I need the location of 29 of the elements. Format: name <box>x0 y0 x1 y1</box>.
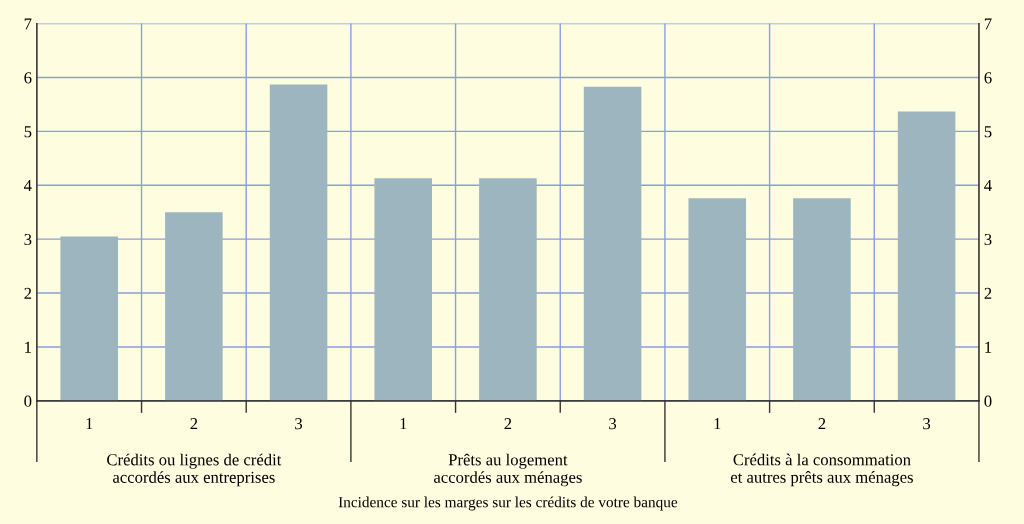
text: Crédits à la consommation et autres prêts aux ménages <box>730 453 913 487</box>
y2-tick-label: 0 <box>984 395 992 407</box>
y-tick-label: 6 <box>24 72 32 84</box>
y-tick-label: 1 <box>25 341 31 353</box>
y2-tick-label: 7 <box>984 18 992 30</box>
y-tick-label: 2 <box>24 287 32 299</box>
y2-tick-label: 6 <box>984 72 992 84</box>
text: Crédits ou lignes de crédit accordés aux entreprises <box>107 453 282 487</box>
x-tick-label: 3 <box>609 418 617 430</box>
y-tick-label: 5 <box>24 126 32 138</box>
x-axis-title: Incidence sur les marges sur les crédits de votre banque <box>338 496 678 511</box>
y2-tick-label: 1 <box>985 341 992 353</box>
y2-tick-label: 2 <box>984 287 992 299</box>
y-tick-label: 0 <box>24 395 32 407</box>
y2-tick-label: 3 <box>984 233 992 246</box>
x-tick-label: 1 <box>400 418 407 430</box>
x-tick-label: 2 <box>818 418 826 430</box>
y-tick-label: 3 <box>24 233 32 246</box>
x-tick-label: 3 <box>923 418 931 430</box>
y2-tick-label: 5 <box>984 126 992 138</box>
y-tick-label: 4 <box>24 180 32 192</box>
y-tick-label: 7 <box>24 18 32 30</box>
text: Prêts au logement accordés aux ménages <box>433 453 582 487</box>
y2-tick-label: 4 <box>984 180 992 192</box>
x-tick-label: 2 <box>190 418 198 430</box>
x-tick-label: 2 <box>504 418 512 430</box>
x-tick-label: 3 <box>295 418 303 430</box>
x-tick-label: 1 <box>714 418 721 430</box>
x-tick-label: 1 <box>86 418 93 430</box>
